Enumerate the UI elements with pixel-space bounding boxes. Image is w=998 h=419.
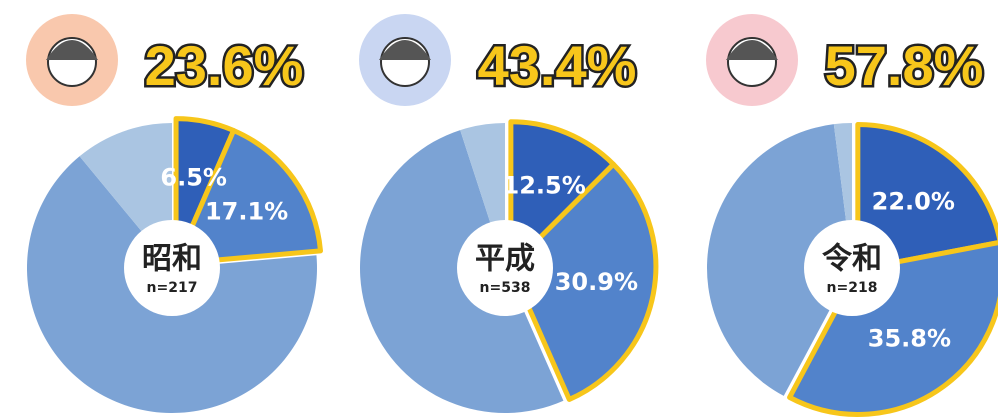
value-label: 6.5% [160, 163, 227, 191]
center-title: 令和 [822, 242, 882, 277]
center-title: 昭和 [142, 242, 202, 277]
value-label: 12.5% [503, 171, 586, 199]
center-subtitle: n=538 [480, 280, 531, 296]
highlight-total: 57.8% [825, 34, 984, 97]
highlight-total: 23.6% [145, 34, 304, 97]
center-title: 平成 [475, 242, 535, 277]
value-label: 17.1% [205, 198, 288, 226]
center-subtitle: n=218 [827, 280, 878, 296]
center-subtitle: n=217 [147, 280, 198, 296]
value-label: 22.0% [872, 187, 955, 215]
infographic: 23.6% 6.5% 17.1%昭和 n=217 43.4% 12.5% 30.9% 平成 n=… [0, 0, 998, 419]
highlight-total: 43.4% [478, 34, 637, 97]
value-label: 30.9% [555, 268, 638, 296]
value-label: 35.8% [868, 325, 951, 353]
